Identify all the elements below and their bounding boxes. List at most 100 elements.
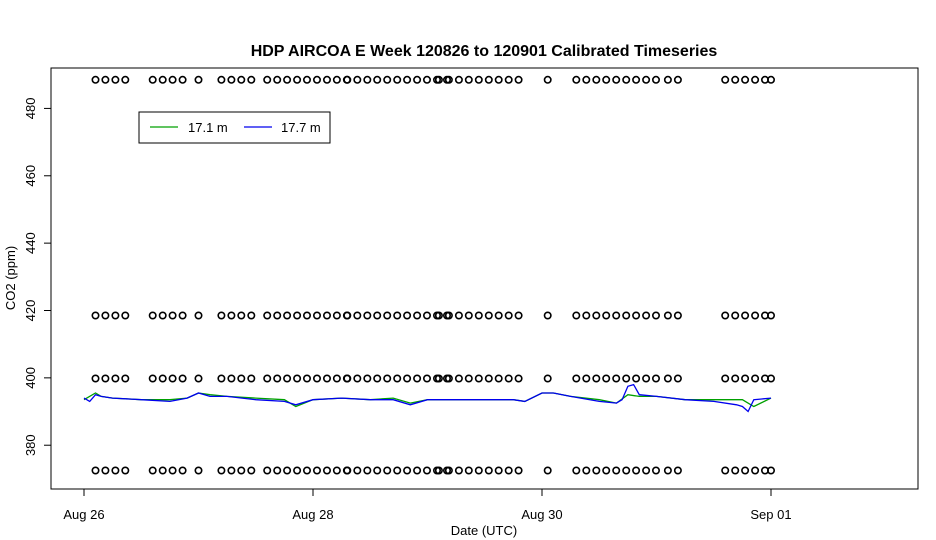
calibration-point	[514, 466, 523, 475]
calibration-point	[101, 311, 110, 320]
calibration-point	[673, 311, 682, 320]
calibration-point	[353, 311, 362, 320]
x-axis-label: Date (UTC)	[451, 523, 517, 538]
calibration-point	[312, 75, 321, 84]
calibration-point	[572, 466, 581, 475]
calibration-point	[393, 466, 402, 475]
calibration-point	[612, 75, 621, 84]
calibration-point	[543, 75, 552, 84]
calibration-point	[602, 75, 611, 84]
calibration-point	[751, 75, 760, 84]
calibration-point	[504, 374, 513, 383]
calibration-point	[363, 311, 372, 320]
calibration-point	[111, 311, 120, 320]
legend-label: 17.1 m	[188, 120, 228, 135]
calibration-point	[178, 311, 187, 320]
calibration-point	[582, 311, 591, 320]
calibration-point	[731, 374, 740, 383]
calibration-point	[293, 311, 302, 320]
calibration-point	[383, 374, 392, 383]
calibration-point	[158, 75, 167, 84]
calibration-point	[612, 374, 621, 383]
y-axis: 380 400 420 440 460 480	[23, 98, 51, 456]
calibration-point	[121, 466, 130, 475]
calibration-point	[582, 466, 591, 475]
calibration-point	[237, 466, 246, 475]
calibration-point	[464, 311, 473, 320]
calibration-point	[751, 466, 760, 475]
calibration-point	[543, 311, 552, 320]
calibration-point	[383, 75, 392, 84]
calibration-point	[168, 374, 177, 383]
calibration-point	[247, 311, 256, 320]
calibration-point	[422, 374, 431, 383]
calibration-point	[434, 374, 443, 383]
calibration-point	[393, 374, 402, 383]
calibration-point	[312, 374, 321, 383]
calibration-point	[494, 75, 503, 84]
calibration-point	[237, 374, 246, 383]
legend: 17.1 m 17.7 m	[138, 111, 331, 144]
calibration-point	[393, 311, 402, 320]
calibration-point	[413, 374, 422, 383]
calibration-point	[766, 75, 775, 84]
calibration-point	[422, 311, 431, 320]
calibration-point	[343, 75, 352, 84]
calibration-point	[514, 311, 523, 320]
calibration-point	[484, 466, 493, 475]
calibration-point	[504, 75, 513, 84]
calibration-point	[332, 374, 341, 383]
calibration-point	[504, 311, 513, 320]
calibration-point	[741, 374, 750, 383]
calibration-point	[444, 374, 453, 383]
calibration-point	[444, 75, 453, 84]
calibration-point	[474, 466, 483, 475]
calibration-point	[343, 466, 352, 475]
y-tick-label: 440	[23, 232, 38, 254]
calibration-point	[403, 374, 412, 383]
calibration-point	[731, 75, 740, 84]
calibration-point	[632, 374, 641, 383]
calibration-point	[622, 75, 631, 84]
calibration-point	[731, 311, 740, 320]
calibration-point	[227, 311, 236, 320]
calibration-point	[602, 374, 611, 383]
calibration-point	[383, 311, 392, 320]
calibration-point	[194, 311, 203, 320]
calibration-point	[101, 374, 110, 383]
calibration-point	[302, 374, 311, 383]
calibration-point	[413, 75, 422, 84]
calibration-point	[247, 374, 256, 383]
calibration-point	[353, 374, 362, 383]
calibration-point	[663, 374, 672, 383]
calibration-point	[302, 311, 311, 320]
calibration-point	[353, 466, 362, 475]
calibration-point	[312, 466, 321, 475]
calibration-point	[663, 466, 672, 475]
calibration-point	[403, 75, 412, 84]
calibration-point	[322, 466, 331, 475]
calibration-point	[302, 466, 311, 475]
calibration-point	[312, 311, 321, 320]
calibration-point	[592, 311, 601, 320]
calibration-point	[302, 75, 311, 84]
calibration-point	[263, 374, 272, 383]
calibration-point	[612, 311, 621, 320]
calibration-point	[741, 466, 750, 475]
y-tick-label: 380	[23, 434, 38, 456]
calibration-point	[403, 466, 412, 475]
y-tick-label: 480	[23, 98, 38, 120]
calibration-point	[673, 374, 682, 383]
calibration-point	[322, 374, 331, 383]
calibration-point	[263, 75, 272, 84]
calibration-point	[413, 466, 422, 475]
calibration-point	[373, 75, 382, 84]
chart-title: HDP AIRCOA E Week 120826 to 120901 Calib…	[251, 43, 718, 60]
calibration-point	[464, 374, 473, 383]
calibration-point	[343, 374, 352, 383]
calibration-point	[434, 466, 443, 475]
calibration-point	[148, 311, 157, 320]
calibration-point	[741, 75, 750, 84]
calibration-point	[263, 311, 272, 320]
y-tick-label: 400	[23, 367, 38, 389]
